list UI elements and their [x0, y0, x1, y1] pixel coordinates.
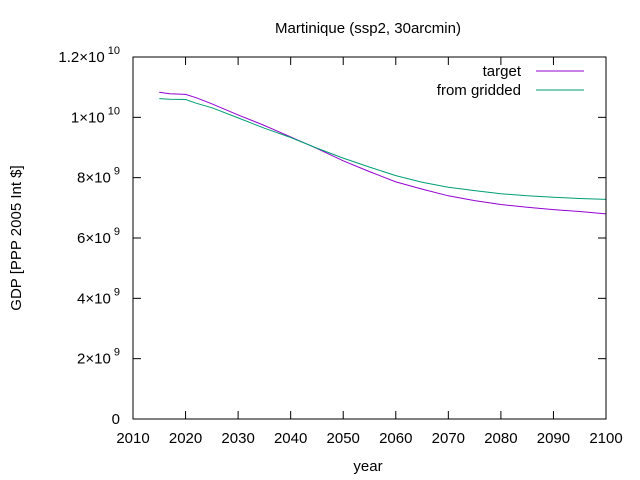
series-line-target [159, 92, 606, 214]
x-axis-label: year [353, 458, 382, 475]
x-tick-label: 2050 [327, 430, 360, 447]
y-axis-ticks: 0 2×10 9 4×10 9 6×10 9 8×10 9 1×10 10 1.2×10 1… [58, 45, 606, 428]
plot-frame [133, 57, 606, 419]
chart-title: Martinique (ssp2, 30arcmin) [275, 20, 461, 37]
gdp-line-chart: Martinique (ssp2, 30arcmin) 0 2×10 9 4×10 … [0, 0, 640, 480]
legend-label: target [483, 63, 522, 80]
x-tick-label: 2070 [432, 430, 465, 447]
y-tick-label: 6×10 9 [77, 226, 120, 247]
series-layer [159, 92, 606, 214]
y-tick-label: 2×10 9 [77, 347, 120, 368]
y-tick-label: 4×10 9 [77, 286, 120, 307]
x-tick-label: 2100 [589, 430, 622, 447]
x-tick-label: 2060 [379, 430, 412, 447]
x-tick-label: 2020 [169, 430, 202, 447]
series-line-from-gridded [159, 99, 606, 200]
x-tick-label: 2080 [484, 430, 517, 447]
x-tick-label: 2040 [274, 430, 307, 447]
y-tick-label: 0 [112, 411, 120, 428]
y-tick-label: 8×10 9 [77, 166, 120, 187]
x-axis-ticks: 2010 2020 2030 2040 2050 2060 2070 2080 2090 2100 [116, 57, 622, 447]
x-tick-label: 2030 [221, 430, 254, 447]
x-tick-label: 2010 [116, 430, 149, 447]
x-tick-label: 2090 [537, 430, 570, 447]
legend: target from gridded [437, 63, 584, 99]
y-tick-label: 1.2×10 10 [58, 45, 120, 66]
y-tick-label: 1×10 10 [71, 105, 120, 126]
legend-label: from gridded [437, 82, 521, 99]
y-axis-label: GDP [PPP 2005 Int $] [8, 165, 25, 310]
